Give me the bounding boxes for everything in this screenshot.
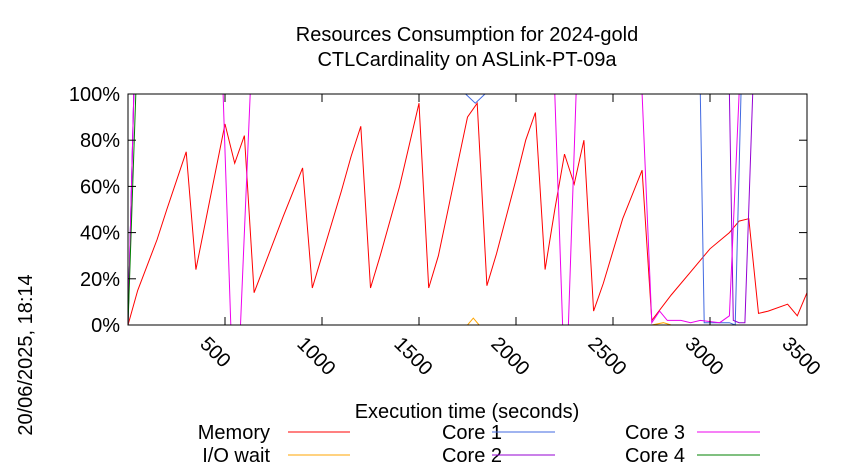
chart-title-line-1: Resources Consumption for 2024-gold [296, 24, 638, 46]
legend-label-core-4: Core 4 [625, 445, 685, 467]
y-tick-label: 100% [69, 84, 120, 106]
y-tick-label: 60% [80, 176, 120, 198]
y-tick-label: 0% [91, 315, 120, 337]
series-lines [127, 93, 808, 326]
x-tick-label: 1500 [389, 333, 436, 380]
x-tick-label: 500 [195, 333, 234, 372]
x-tick-label: 2500 [583, 333, 630, 380]
chart-title-line-2: CTLCardinality on ASLink-PT-09a [317, 49, 617, 71]
legend-label-memory: Memory [198, 422, 270, 444]
y-tick-label: 80% [80, 130, 120, 152]
y-tick-label: 20% [80, 269, 120, 291]
legend-label-i-o-wait: I/O wait [202, 445, 270, 467]
legend-label-core-3: Core 3 [625, 422, 685, 444]
axis-ticks: 0% 20% 40% 60% 80% 100% 500 1000 1500 2000 2500 300… [69, 84, 825, 380]
series-line-core-3 [127, 93, 807, 326]
y-tick-label: 40% [80, 223, 120, 245]
side-timestamp: 20/06/2025, 18:14 [15, 274, 37, 435]
x-axis-label: Execution time (seconds) [355, 401, 580, 423]
legend-label-core-1: Core 1 [442, 422, 502, 444]
x-tick-label: 3500 [777, 333, 824, 380]
x-tick-label: 2000 [486, 333, 533, 380]
x-tick-label: 1000 [292, 333, 339, 380]
legend-label-core-2: Core 2 [442, 445, 502, 467]
plot-area-frame [127, 93, 808, 326]
series-line-i-o-wait [457, 317, 672, 326]
x-tick-label: 3000 [680, 333, 727, 380]
series-line-memory [127, 101, 808, 326]
